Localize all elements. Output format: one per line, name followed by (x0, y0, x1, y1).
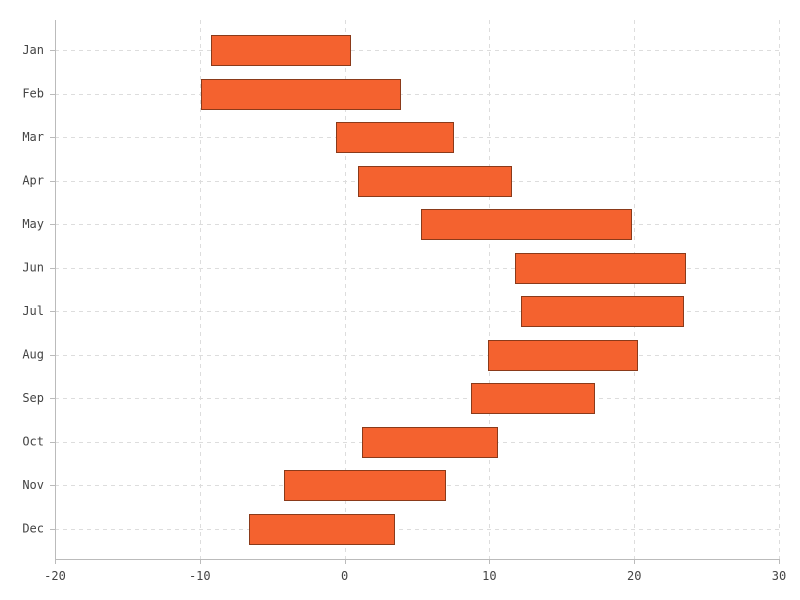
x-tick-label: 10 (482, 569, 496, 583)
y-tick-label: Jun (22, 261, 44, 275)
bar-jan (211, 35, 351, 66)
y-tick-label: Mar (22, 130, 44, 144)
bar-jun (515, 253, 686, 284)
x-tick-label: -10 (189, 569, 211, 583)
y-tick-label: Jul (22, 304, 44, 318)
x-tick-label: 20 (627, 569, 641, 583)
y-tick-label: Sep (22, 391, 44, 405)
bar-may (421, 209, 632, 240)
bar-apr (358, 166, 512, 197)
y-tick-label: Jan (22, 43, 44, 57)
y-tick-label: Oct (22, 435, 44, 449)
y-tick-label: Apr (22, 174, 44, 188)
x-axis-ticks: -20 -10 0 10 20 30 (44, 559, 786, 583)
y-tick-label: May (22, 217, 44, 231)
y-tick-label: Dec (22, 522, 44, 536)
bar-jul (521, 296, 684, 327)
x-tick-label: 0 (341, 569, 348, 583)
y-tick-label: Feb (22, 87, 44, 101)
y-axis-ticks: Jan Feb Mar Apr May Jun Jul Aug Sep Oct Nov Dec (22, 43, 55, 536)
bars (201, 35, 686, 545)
axes (55, 20, 780, 560)
y-tick-label: Aug (22, 348, 44, 362)
bar-oct (362, 427, 498, 458)
bar-nov (284, 470, 446, 501)
bar-aug (488, 340, 638, 371)
y-tick-label: Nov (22, 478, 44, 492)
bar-feb (201, 79, 401, 110)
x-tick-label: -20 (44, 569, 66, 583)
bar-sep (471, 383, 595, 414)
bar-mar (336, 122, 454, 153)
bar-dec (249, 514, 395, 545)
x-tick-label: 30 (772, 569, 786, 583)
